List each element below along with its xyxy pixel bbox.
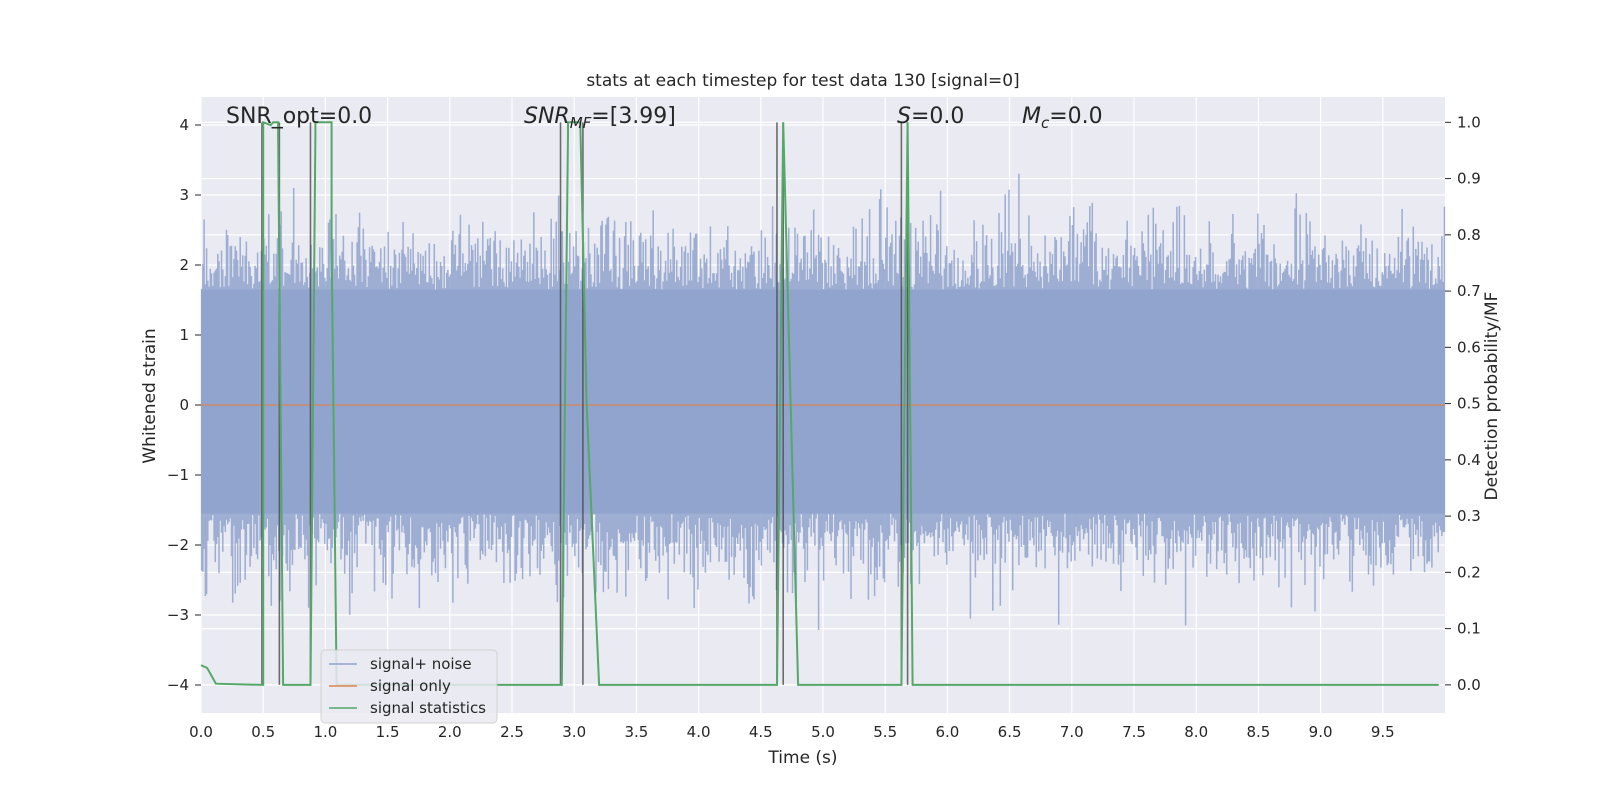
x-tick-label: 6.5 xyxy=(998,723,1022,741)
x-tick-label: 2.5 xyxy=(500,723,524,741)
chart-title: stats at each timestep for test data 130… xyxy=(586,71,1019,91)
axis-layer: 0.0 0.5 1.0 1.5 2.0 2.5 3.0 3.5 4.0 4.5 5.0 5.5 6.0 6… xyxy=(167,113,1481,741)
y2-tick-label: 1.0 xyxy=(1457,113,1481,131)
annotation-snr-mf: SNRMF=[3.99] xyxy=(524,104,676,132)
x-axis-label: Time (s) xyxy=(767,748,837,768)
y2-tick-label: 0.2 xyxy=(1457,563,1481,581)
y2-tick-label: 0.1 xyxy=(1457,620,1481,638)
annotation-s-value: =0.0 xyxy=(911,104,964,129)
y-axis-label: Whitened strain xyxy=(140,328,160,463)
legend-entry-statistics: signal statistics xyxy=(370,699,486,717)
y-tick-label: 2 xyxy=(179,256,189,274)
x-tick-label: 3.0 xyxy=(562,723,586,741)
x-tick-label: 8.5 xyxy=(1246,723,1270,741)
y-tick-label: −3 xyxy=(167,606,189,624)
x-tick-label: 0.0 xyxy=(189,723,213,741)
legend-entry-noise: signal+ noise xyxy=(370,655,472,673)
annotation-snr-mf-value: =[3.99] xyxy=(591,104,676,129)
y2-tick-label: 0.3 xyxy=(1457,507,1481,525)
annotation-s: S=0.0 xyxy=(897,104,964,129)
annotation-mc-symbol: M xyxy=(1022,104,1041,129)
y2-axis-label: Detection probability/MF xyxy=(1482,292,1502,501)
y2-tick-label: 0.4 xyxy=(1457,451,1481,469)
annotation-s-symbol: S xyxy=(897,104,911,129)
x-tick-label: 7.5 xyxy=(1122,723,1146,741)
annotation-mc-value: =0.0 xyxy=(1049,104,1102,129)
y-tick-label: −2 xyxy=(167,536,189,554)
x-tick-label: 2.0 xyxy=(438,723,462,741)
legend-box xyxy=(320,649,498,724)
y-tick-label: −1 xyxy=(167,466,189,484)
y2-tick-label: 0.6 xyxy=(1457,338,1481,356)
x-tick-label: 0.5 xyxy=(251,723,275,741)
legend-entry-signal-only: signal only xyxy=(370,677,451,695)
x-tick-label: 4.0 xyxy=(687,723,711,741)
y2-tick-label: 0.9 xyxy=(1457,170,1481,188)
x-tick-label: 4.5 xyxy=(749,723,773,741)
y-tick-label: 1 xyxy=(179,326,189,344)
noise-core-band xyxy=(201,289,1445,514)
x-tick-label: 5.5 xyxy=(873,723,897,741)
legend: signal+ noise signal only signal statist… xyxy=(320,649,498,724)
x-tick-label: 6.0 xyxy=(935,723,959,741)
y-tick-label: 0 xyxy=(179,396,189,414)
y2-tick-label: 0.0 xyxy=(1457,676,1481,694)
y-tick-label: 3 xyxy=(179,186,189,204)
annotation-snr-opt: SNR_opt=0.0 xyxy=(226,104,372,129)
x-tick-label: 7.0 xyxy=(1060,723,1084,741)
x-tick-label: 8.0 xyxy=(1184,723,1208,741)
y-tick-label: −4 xyxy=(167,676,189,694)
annotation-snr-mf-symbol: SNR xyxy=(524,104,570,129)
x-tick-label: 1.5 xyxy=(376,723,400,741)
y2-tick-label: 0.8 xyxy=(1457,226,1481,244)
annotation-mc-subscript: c xyxy=(1041,114,1050,132)
x-tick-label: 9.5 xyxy=(1371,723,1395,741)
annotation-snr-mf-subscript: MF xyxy=(570,114,592,132)
y2-tick-label: 0.7 xyxy=(1457,282,1481,300)
x-tick-label: 3.5 xyxy=(624,723,648,741)
x-tick-label: 1.0 xyxy=(313,723,337,741)
signal-statistics-line xyxy=(200,120,1439,686)
y-tick-label: 4 xyxy=(179,116,189,134)
noise-series xyxy=(200,173,1446,630)
y2-tick-label: 0.5 xyxy=(1457,395,1481,413)
x-tick-label: 9.0 xyxy=(1309,723,1333,741)
annotation-mc: Mc=0.0 xyxy=(1022,104,1103,132)
x-tick-label: 5.0 xyxy=(811,723,835,741)
